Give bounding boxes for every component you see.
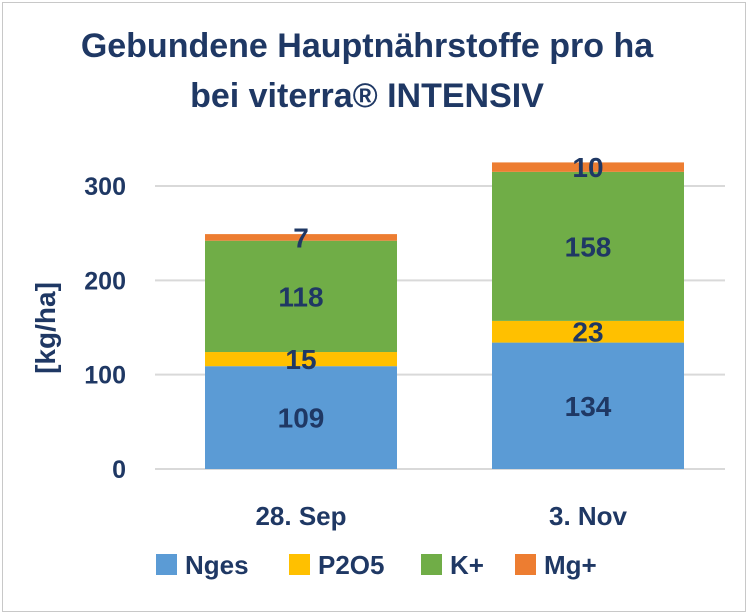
y-tick-label: 300 xyxy=(84,173,126,201)
bar-segment xyxy=(205,240,397,353)
data-label: 10 xyxy=(572,152,603,183)
bar-segment xyxy=(492,162,684,172)
bars xyxy=(205,162,684,469)
bar-segment xyxy=(205,366,397,469)
x-category-label: 28. Sep xyxy=(255,501,346,531)
data-labels: 109 15 118 7 134 23 158 10 xyxy=(278,152,612,433)
data-label: 118 xyxy=(278,281,323,312)
legend-entry: P2O5 xyxy=(318,550,385,580)
y-axis-ticks: 0 100 200 300 xyxy=(84,173,126,484)
x-axis-categories: 28. Sep 3. Nov xyxy=(255,501,627,531)
data-label: 23 xyxy=(572,317,603,348)
y-axis-label: [kg/ha] xyxy=(30,282,61,374)
legend-entry: K+ xyxy=(450,550,484,580)
legend: Nges P2O5 K+ Mg+ xyxy=(156,550,597,580)
chart-title-line-1: Gebundene Hauptnährstoffe pro ha xyxy=(81,27,654,65)
data-label: 158 xyxy=(565,231,612,262)
bar-segment xyxy=(492,342,684,469)
data-label: 7 xyxy=(293,222,309,253)
stacked-bar-chart: Gebundene Hauptnährstoffe pro ha bei vit… xyxy=(30,27,725,580)
bar-segment xyxy=(205,234,397,241)
y-tick-label: 200 xyxy=(84,267,126,295)
data-label: 15 xyxy=(285,344,316,375)
bar-segment xyxy=(205,352,397,367)
data-label: 109 xyxy=(278,403,325,434)
legend-entry: Nges xyxy=(185,550,249,580)
chart-title-line-2: bei viterra® INTENSIV xyxy=(190,77,544,115)
legend-swatch xyxy=(156,554,177,575)
y-tick-label: 100 xyxy=(84,362,126,390)
chart-title: Gebundene Hauptnährstoffe pro ha bei vit… xyxy=(81,27,654,115)
legend-swatch xyxy=(289,554,310,575)
x-category-label: 3. Nov xyxy=(549,501,628,531)
data-label: 134 xyxy=(565,391,612,422)
bar-segment xyxy=(492,171,684,321)
y-tick-label: 0 xyxy=(112,456,126,484)
legend-swatch xyxy=(515,554,536,575)
bar-segment xyxy=(492,320,684,343)
legend-entry: Mg+ xyxy=(544,550,597,580)
legend-swatch xyxy=(421,554,442,575)
